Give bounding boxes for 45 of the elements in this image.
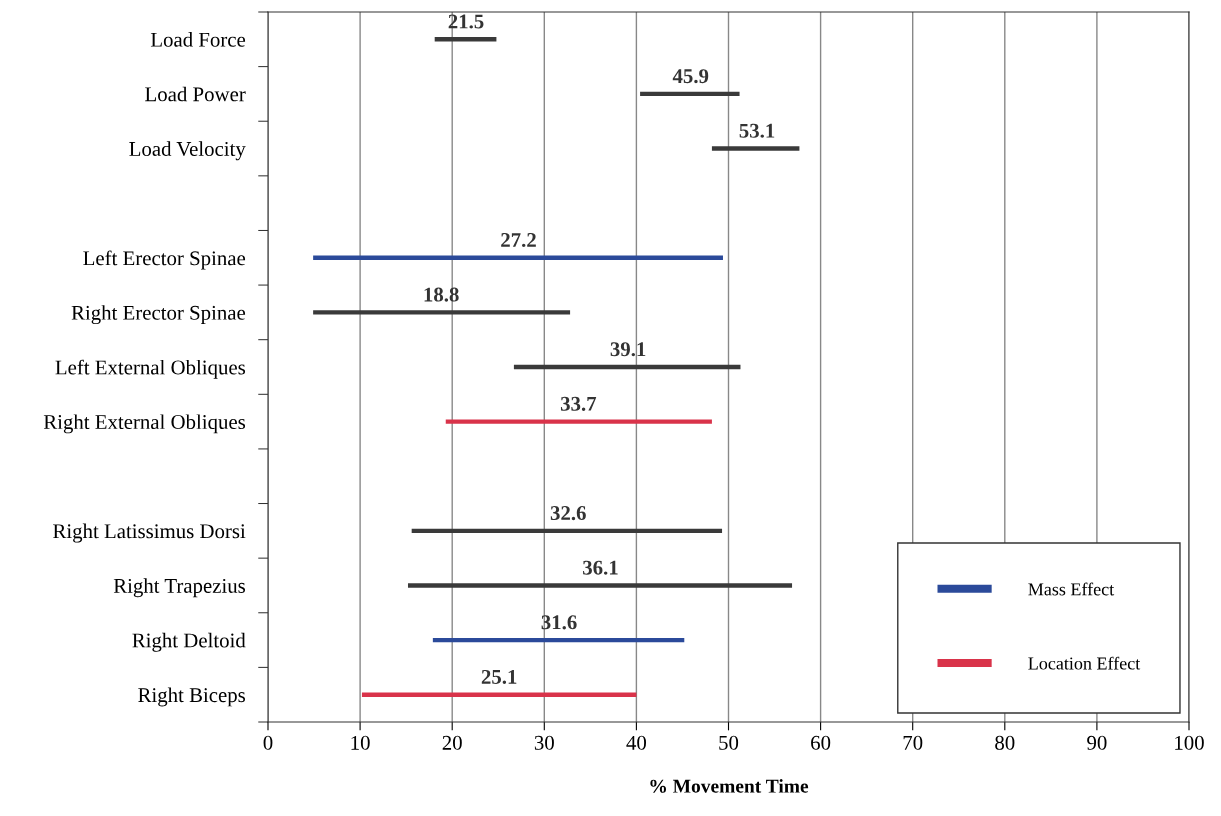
y-tick-label: Load Force bbox=[150, 32, 246, 47]
annotation: 21.5 bbox=[448, 14, 484, 29]
bar bbox=[432, 637, 685, 643]
bar bbox=[361, 692, 637, 697]
legend-label: Mass Effect bbox=[1028, 582, 1115, 596]
y-tick-label: Right Deltoid bbox=[132, 632, 246, 652]
legend-label: Location Effect bbox=[1028, 656, 1141, 670]
y-tick-label: Right Erector Spinae bbox=[71, 305, 246, 325]
x-tick-label: 60 bbox=[811, 735, 831, 750]
bar bbox=[434, 37, 497, 42]
y-tick-label: Left External Obliques bbox=[55, 359, 246, 379]
x-tick-label: 40 bbox=[626, 735, 647, 750]
y-tick-label: Right Biceps bbox=[138, 687, 246, 707]
bar bbox=[313, 255, 723, 260]
y-tick-label: Load Velocity bbox=[129, 141, 246, 161]
x-tick-label: 100 bbox=[1175, 735, 1204, 750]
x-tick-label: 80 bbox=[995, 735, 1015, 750]
annotation: 18.8 bbox=[424, 287, 459, 302]
annotation: 33.7 bbox=[560, 396, 597, 411]
bar bbox=[711, 146, 800, 151]
y-tick-label: Right External Obliques bbox=[43, 414, 246, 434]
annotation: 53.1 bbox=[739, 123, 775, 138]
y-tick-label: Left Erector Spinae bbox=[83, 250, 246, 270]
x-tick-label: 70 bbox=[903, 735, 923, 750]
y-tick-label: Load Power bbox=[145, 86, 246, 102]
x-tick-label: 0 bbox=[263, 735, 273, 750]
x-tick-label: 90 bbox=[1087, 735, 1107, 750]
annotation: 27.2 bbox=[501, 232, 536, 248]
x-axis-title: % Movement Time bbox=[650, 779, 809, 793]
bar bbox=[313, 310, 571, 315]
annotation: 25.1 bbox=[481, 669, 517, 684]
bar bbox=[411, 528, 723, 534]
x-tick-label: 20 bbox=[442, 735, 462, 750]
bar bbox=[407, 583, 793, 588]
y-tick-label: Right Latissimus Dorsi bbox=[53, 523, 246, 543]
x-tick-label: 10 bbox=[351, 735, 370, 750]
annotation: 32.6 bbox=[550, 506, 586, 521]
x-tick-label: 50 bbox=[719, 735, 739, 750]
x-tick-label: 30 bbox=[534, 735, 554, 750]
annotation: 36.1 bbox=[583, 560, 618, 575]
bar bbox=[640, 91, 740, 97]
bar bbox=[445, 419, 712, 424]
annotation: 45.9 bbox=[672, 69, 709, 84]
bar bbox=[513, 364, 741, 370]
y-tick-label: Right Trapezius bbox=[113, 578, 246, 598]
